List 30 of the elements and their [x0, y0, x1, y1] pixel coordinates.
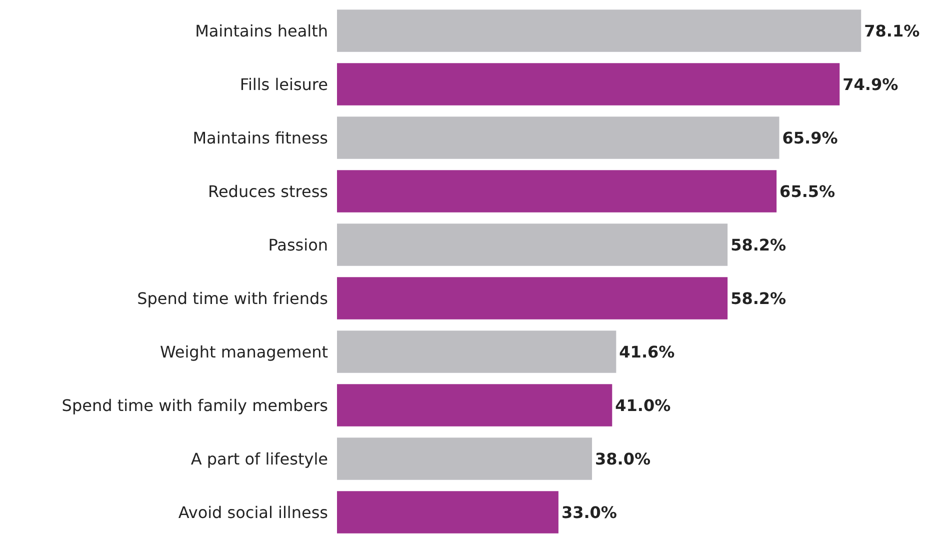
data-label: 58.2%	[730, 288, 786, 308]
bar	[337, 224, 728, 266]
y-tick-label: Maintains fitness	[192, 128, 328, 148]
bar	[337, 116, 780, 159]
data-label: 74.9%	[842, 74, 898, 94]
data-label: 33.0%	[561, 502, 617, 522]
y-tick-label: Weight management	[160, 342, 328, 362]
bar	[337, 170, 777, 212]
y-tick-label: A part of lifestyle	[190, 449, 328, 468]
y-tick-label: Avoid social illness	[178, 502, 328, 522]
data-label: 58.2%	[730, 235, 786, 254]
y-tick-label: Maintains health	[195, 21, 328, 40]
data-label: 78.1%	[864, 21, 920, 40]
bar	[337, 330, 616, 373]
data-label: 41.0%	[615, 396, 671, 415]
data-label: 65.5%	[780, 182, 836, 201]
y-tick-label: Spend time with family members	[62, 396, 328, 415]
y-tick-label: Passion	[268, 235, 328, 254]
data-label: 38.0%	[595, 449, 651, 468]
data-label: 65.9%	[782, 128, 838, 148]
y-tick-label: Spend time with friends	[137, 288, 328, 308]
bar	[337, 438, 592, 480]
y-tick-label: Reduces stress	[208, 182, 328, 201]
bar	[337, 491, 558, 534]
data-label: 41.6%	[619, 342, 675, 362]
y-tick-label: Fills leisure	[240, 74, 328, 94]
bar	[337, 63, 840, 106]
bar	[337, 10, 862, 52]
bar	[337, 277, 728, 320]
bar	[337, 384, 612, 426]
